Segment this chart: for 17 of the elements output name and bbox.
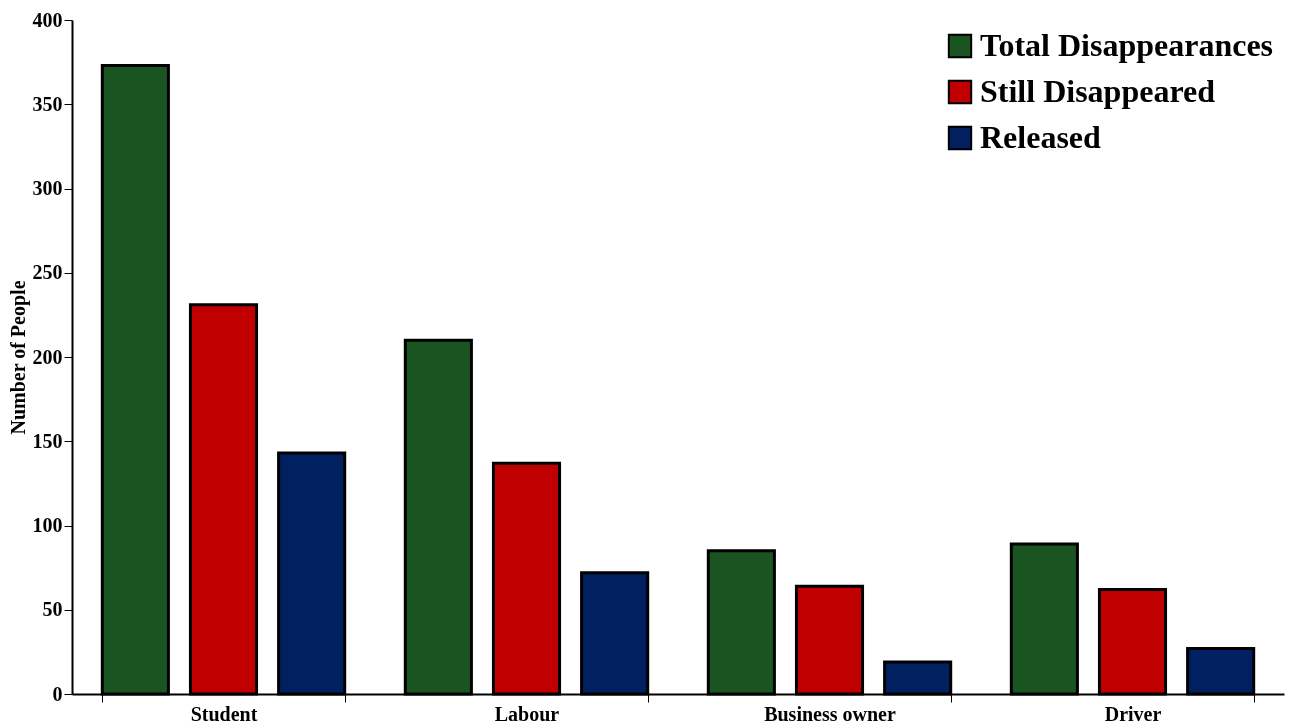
legend-label: Still Disappeared bbox=[980, 73, 1216, 109]
y-tick-label: 400 bbox=[32, 8, 63, 31]
y-tick-label: 300 bbox=[32, 177, 63, 199]
y-tick-label: 350 bbox=[32, 92, 63, 115]
y-tick-label: 50 bbox=[42, 598, 63, 621]
y-tick-label: 100 bbox=[32, 514, 63, 536]
x-tick-label: Labour bbox=[494, 702, 560, 725]
legend-label: Total Disappearances bbox=[980, 27, 1274, 63]
y-tick-label: 250 bbox=[32, 261, 63, 284]
x-tick-label: Business owner bbox=[764, 702, 896, 725]
x-tick-label: Student bbox=[190, 702, 258, 725]
y-axis-title: Number of People bbox=[6, 280, 30, 435]
legend-label: Released bbox=[980, 119, 1102, 155]
x-tick-label: Driver bbox=[1104, 702, 1162, 725]
y-tick-label: 0 bbox=[52, 682, 63, 705]
y-tick-label: 200 bbox=[32, 345, 63, 368]
y-tick-label: 150 bbox=[32, 429, 63, 452]
